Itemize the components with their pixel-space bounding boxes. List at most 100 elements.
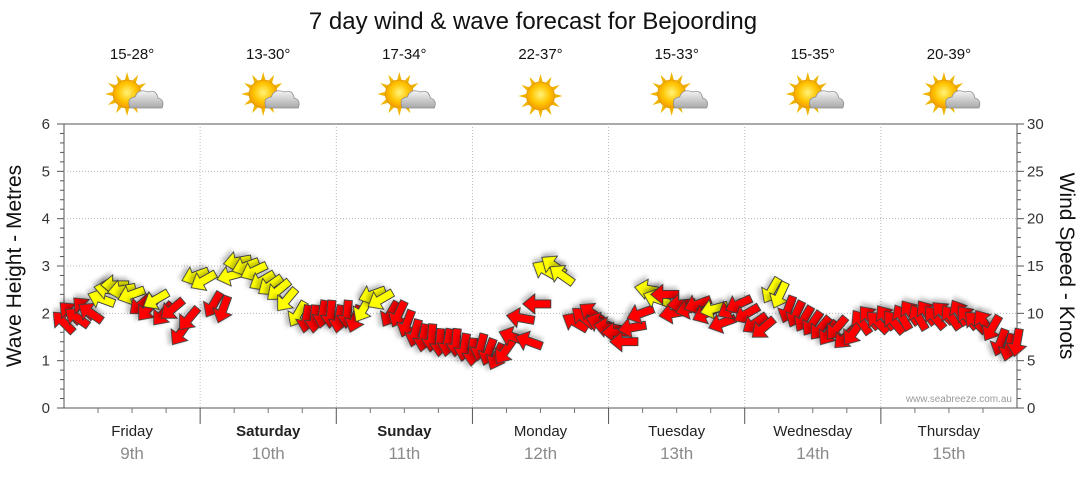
- sun-ray: [924, 99, 934, 105]
- wind-arrow: [549, 265, 576, 287]
- wind-arrow: [190, 269, 219, 291]
- wind-arrow-shape: [387, 299, 409, 328]
- wind-arrow: [395, 308, 417, 338]
- wind-arrow: [267, 277, 293, 300]
- sun-ray: [554, 93, 563, 99]
- left-tick-label: 4: [42, 211, 50, 228]
- sun-ray: [932, 74, 939, 84]
- wind-arrow: [64, 307, 92, 330]
- wind-arrow-shape: [277, 285, 300, 312]
- day-temperature-label: 15-35°: [791, 46, 835, 63]
- sun-ray: [116, 74, 123, 84]
- sun-cloud-icon: [649, 72, 708, 116]
- wind-arrow: [751, 315, 777, 338]
- cloud-body: [400, 90, 436, 109]
- sun-ray: [380, 99, 389, 105]
- sun-ray: [377, 91, 386, 97]
- sun-ray: [124, 72, 130, 81]
- right-tick-label: 25: [1027, 163, 1044, 180]
- wind-arrow: [827, 314, 850, 340]
- sun-ray: [137, 83, 147, 89]
- watermark-text: www.seabreeze.com.au: [905, 394, 1012, 405]
- sun-ray: [274, 83, 283, 89]
- wind-arrow: [626, 303, 656, 325]
- day-name-label: Tuesday: [648, 423, 705, 440]
- sun-cloud-icon: [377, 72, 436, 116]
- day-name-label: Wednesday: [773, 423, 852, 440]
- right-tick-label: 20: [1027, 211, 1044, 228]
- left-tick-label: 0: [42, 400, 50, 417]
- wind-arrow-shape: [395, 308, 417, 338]
- day-name-label: Friday: [111, 423, 153, 440]
- sun-ray: [788, 99, 797, 105]
- sun-ray: [924, 83, 934, 89]
- day-header-layer: 15-28° 13-30° 17-34° 22-37° 15-33° 15-35° 20-3…: [105, 46, 981, 118]
- sun-ray: [682, 83, 691, 89]
- wind-arrow-shape: [367, 288, 396, 310]
- sun-ray: [948, 74, 955, 84]
- sun-ray: [521, 101, 530, 107]
- sun-ray: [932, 104, 939, 114]
- sun-ray: [538, 74, 543, 83]
- sun-ray: [124, 107, 130, 116]
- day-date-label: 13th: [660, 444, 693, 463]
- day-name-label: Thursday: [918, 423, 981, 440]
- wind-arrow-shape: [751, 315, 777, 338]
- wind-arrow-shape: [143, 288, 171, 310]
- wind-arrow: [212, 294, 233, 324]
- wind-arrow: [387, 299, 409, 328]
- wind-arrow-shape: [212, 294, 233, 324]
- sun-rays: [649, 72, 694, 116]
- cloud-shape: [264, 90, 300, 109]
- left-tick-label: 6: [42, 116, 50, 133]
- sun-cloud-icon: [921, 72, 981, 116]
- chart-title: 7 day wind & wave forecast for Bejoordin…: [309, 8, 757, 35]
- wind-arrow-shape: [650, 283, 680, 306]
- day-date-label: 9th: [120, 444, 144, 463]
- sun-ray: [261, 72, 266, 81]
- wind-arrow-shape: [117, 284, 147, 306]
- cloud-body: [809, 90, 845, 109]
- wind-arrow: [769, 280, 790, 309]
- right-tick-label: 10: [1027, 305, 1044, 322]
- wind-arrow-shape: [609, 330, 639, 353]
- right-tick-label: 30: [1027, 116, 1044, 133]
- sun-ray: [921, 91, 931, 97]
- left-tick-label: 1: [42, 353, 50, 370]
- left-tick-label: 3: [42, 258, 50, 275]
- wind-arrow-shape: [505, 306, 536, 329]
- sun-ray: [805, 72, 810, 81]
- wind-arrow: [277, 285, 300, 312]
- wind-arrow: [87, 287, 117, 309]
- left-tick-label: 2: [42, 305, 50, 322]
- day-name-label: Monday: [514, 423, 568, 440]
- cloud-body: [673, 90, 708, 109]
- wind-arrow: [650, 283, 680, 306]
- wind-arrow-shape: [267, 277, 293, 300]
- day-date-label: 11th: [388, 444, 420, 463]
- sun-ray: [669, 72, 674, 81]
- wind-arrow: [981, 313, 1004, 342]
- day-temperature-label: 17-34°: [382, 46, 426, 63]
- cloud-shape: [400, 90, 436, 109]
- day-temperature-label: 15-28°: [110, 46, 154, 63]
- axis-layer: 0 1 2 3 4 5 6 0 5 10 15 20 25 30 Friday 9th Saturday 10th…: [42, 116, 1044, 463]
- sun-cloud-icon: [785, 72, 845, 116]
- sun-ray: [941, 107, 947, 116]
- wind-arrow: [522, 292, 552, 315]
- right-axis-label: Wind Speed - Knots: [1055, 173, 1078, 360]
- day-date-label: 15th: [932, 444, 965, 463]
- day-temperature-label: 15-33°: [654, 46, 698, 63]
- wind-arrow: [117, 284, 147, 306]
- day-temperature-label: 20-39°: [927, 46, 971, 63]
- wind-arrow: [505, 306, 536, 329]
- sun-ray: [796, 104, 803, 114]
- wind-arrow-shape: [87, 287, 117, 309]
- wind-arrow: [179, 304, 202, 331]
- wind-arrow-shape: [549, 265, 576, 287]
- sun-ray: [252, 74, 259, 84]
- wind-arrow-shape: [827, 314, 850, 340]
- sun-ray: [244, 99, 253, 105]
- wind-arrow-shape: [160, 296, 187, 319]
